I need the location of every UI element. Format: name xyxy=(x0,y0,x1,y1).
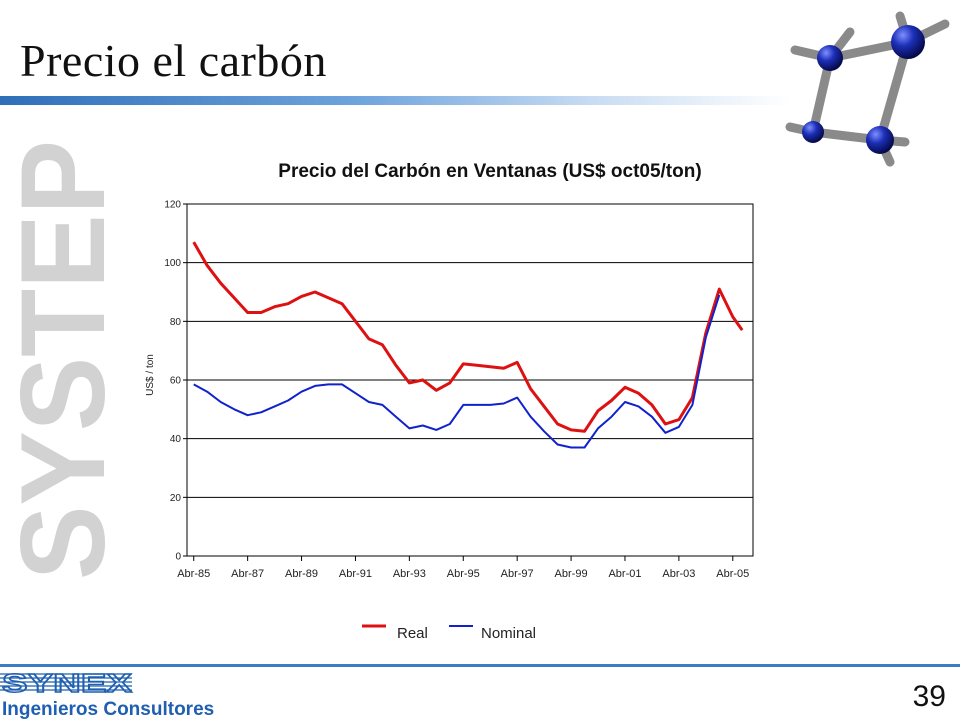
x-tick-label: Abr-97 xyxy=(501,568,534,580)
x-tick-label: Abr-91 xyxy=(339,568,372,580)
x-tick-label: Abr-93 xyxy=(393,568,426,580)
grid-lines xyxy=(187,262,753,498)
series-line-real xyxy=(192,241,744,433)
y-tick-label: 20 xyxy=(170,493,182,504)
synex-logo: SYNEX Ingenieros Consultores xyxy=(0,670,214,720)
logo-name: SYNEX xyxy=(2,670,133,698)
title-underline-bar xyxy=(0,96,790,105)
legend: Real Nominal xyxy=(362,624,536,640)
series-lines xyxy=(192,241,744,449)
footer-line xyxy=(0,664,960,667)
x-tick-label: Abr-89 xyxy=(285,568,318,580)
page-number: 39 xyxy=(912,680,946,713)
legend-label-real: Real xyxy=(397,625,428,640)
x-tick-label: Abr-03 xyxy=(662,568,695,580)
y-tick-label: 100 xyxy=(164,258,181,269)
x-tick-label: Abr-99 xyxy=(555,568,588,580)
y-tick-label: 60 xyxy=(170,376,182,387)
watermark-text: SYSTEP xyxy=(0,140,130,580)
x-tick-label: Abr-95 xyxy=(447,568,480,580)
y-axis-label: US$ / ton xyxy=(145,354,156,396)
slide-title: Precio el carbón xyxy=(20,35,327,86)
coal-price-chart: Precio del Carbón en Ventanas (US$ oct05… xyxy=(145,161,754,640)
x-tick-label: Abr-05 xyxy=(716,568,749,580)
x-tick-label: Abr-01 xyxy=(608,568,641,580)
x-tick-label: Abr-87 xyxy=(231,568,264,580)
logo-subtitle: Ingenieros Consultores xyxy=(2,699,214,720)
x-tick-label: Abr-85 xyxy=(177,568,210,580)
legend-label-nominal: Nominal xyxy=(481,625,536,640)
y-tick-label: 40 xyxy=(170,434,182,445)
series-line-nominal xyxy=(193,294,721,449)
y-tick-label: 120 xyxy=(164,200,181,211)
y-tick-label: 80 xyxy=(170,317,182,328)
x-axis-ticks: Abr-85 Abr-87 Abr-89 Abr-91 Abr-93 Abr-95 Abr-… xyxy=(177,556,749,580)
systep-watermark: SYSTEP xyxy=(0,140,130,580)
molecule-icon xyxy=(785,11,950,167)
chart-title: Precio del Carbón en Ventanas (US$ oct05… xyxy=(278,161,701,182)
y-axis-ticks: 0 20 40 60 80 100 120 xyxy=(164,200,187,563)
y-tick-label: 0 xyxy=(175,552,181,563)
